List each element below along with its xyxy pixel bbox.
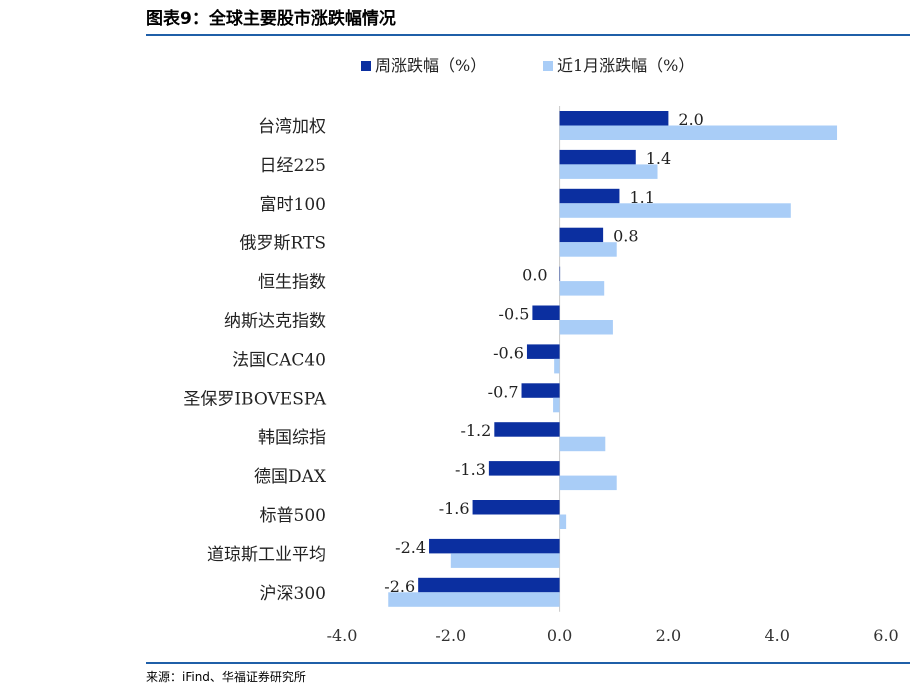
category-label: 韩国综指 <box>258 428 326 448</box>
x-tick-label: 2.0 <box>656 626 681 645</box>
monthly-bar <box>559 242 617 257</box>
source-rule <box>146 662 910 664</box>
monthly-bar <box>559 436 606 452</box>
weekly-bar <box>494 422 560 437</box>
data-label: -0.6 <box>493 343 524 362</box>
x-tick-label: 6.0 <box>873 626 898 645</box>
weekly-bar <box>429 538 560 554</box>
data-label: -1.6 <box>439 499 470 518</box>
x-tick-label: -2.0 <box>435 626 466 645</box>
data-label: 1.4 <box>646 149 671 168</box>
source-note: 来源：iFind、华福证券研究所 <box>146 670 306 684</box>
monthly-bar <box>559 281 605 296</box>
weekly-bar <box>532 305 560 320</box>
category-label: 德国DAX <box>254 467 327 487</box>
category-label: 纳斯达克指数 <box>224 312 326 332</box>
monthly-bar <box>559 514 567 529</box>
category-label: 圣保罗IBOVESPA <box>183 389 326 409</box>
monthly-bar <box>559 164 658 179</box>
bar-chart: 周涨跌幅（%） 近1月涨跌幅（%） 台湾加权 2.0 日经225 1.4 富时100 1.1 俄… <box>183 56 898 645</box>
data-label: -1.2 <box>460 421 491 440</box>
title-rule <box>146 34 910 36</box>
monthly-bar <box>559 203 791 218</box>
weekly-bar <box>559 266 561 282</box>
monthly-bar <box>553 397 560 413</box>
legend-swatch-0 <box>361 61 371 71</box>
monthly-bar <box>388 592 560 607</box>
category-label: 恒生指数 <box>258 273 326 293</box>
category-label: 日经225 <box>260 156 326 176</box>
monthly-bar <box>450 553 560 568</box>
data-label: 1.1 <box>629 188 654 207</box>
monthly-bar <box>559 475 617 491</box>
weekly-bar <box>488 461 560 476</box>
data-label: -1.3 <box>455 460 486 479</box>
figure-title: 图表9：全球主要股市涨跌幅情况 <box>146 9 396 29</box>
data-label: 2.0 <box>678 110 703 129</box>
weekly-bar <box>472 500 560 515</box>
data-label: -0.5 <box>499 305 530 324</box>
data-label: -2.6 <box>384 577 415 596</box>
data-label: -0.7 <box>488 382 519 401</box>
data-label: 0.0 <box>522 266 547 285</box>
category-label: 台湾加权 <box>258 117 326 137</box>
weekly-bar <box>559 227 604 243</box>
monthly-bar <box>554 358 560 374</box>
category-label: 富时100 <box>260 195 326 215</box>
data-label: 0.8 <box>613 227 638 246</box>
x-tick-label: 0.0 <box>547 626 572 645</box>
category-label: 法国CAC40 <box>232 350 326 370</box>
category-label: 标普500 <box>260 506 326 526</box>
category-label: 俄罗斯RTS <box>240 234 327 254</box>
weekly-bar <box>521 383 560 398</box>
weekly-bar <box>559 111 669 126</box>
weekly-bar <box>418 577 560 593</box>
category-label: 沪深300 <box>260 584 326 604</box>
data-label: -2.4 <box>395 538 426 557</box>
legend-swatch-1 <box>543 61 553 71</box>
legend-label-0: 周涨跌幅（%） <box>375 56 486 75</box>
x-tick-label: -4.0 <box>327 626 358 645</box>
weekly-bar <box>559 188 620 204</box>
x-tick-label: 4.0 <box>764 626 789 645</box>
legend-label-1: 近1月涨跌幅（%） <box>557 56 694 75</box>
category-label: 道琼斯工业平均 <box>207 545 326 565</box>
monthly-bar <box>559 125 838 140</box>
monthly-bar <box>559 320 613 335</box>
weekly-bar <box>559 149 636 165</box>
weekly-bar <box>526 344 560 359</box>
